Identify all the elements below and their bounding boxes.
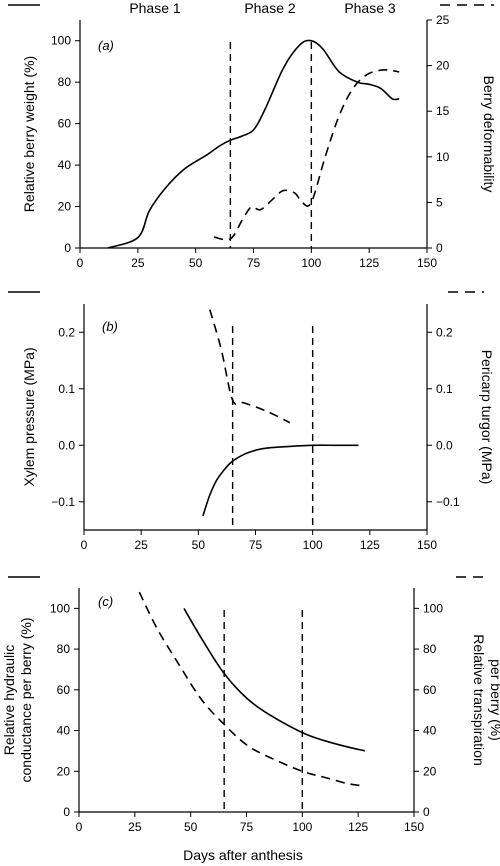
- y-tick-label-left: 0: [63, 805, 70, 819]
- y-tick-label-right: 0.1: [436, 382, 453, 396]
- phase-1-label: Phase 1: [129, 0, 181, 16]
- x-tick-label: 25: [128, 820, 142, 834]
- series-solid-line: [183, 608, 366, 752]
- x-tick-label: 0: [77, 256, 84, 270]
- x-tick-label: 50: [192, 538, 206, 552]
- x-tick-label: 100: [303, 538, 323, 552]
- y-tick-label-right: 0.2: [436, 325, 453, 339]
- y-tick-label-right: 0: [436, 241, 443, 255]
- x-axis-title: Days after anthesis: [183, 847, 303, 863]
- y-tick-label-left: 0.2: [58, 325, 75, 339]
- x-tick-label: 75: [247, 256, 261, 270]
- y-tick-label-right: 100: [423, 601, 443, 615]
- y-tick-label-left: 100: [51, 34, 71, 48]
- panel-b: 0 25 50 75 100 125 150 −0.1 0.0 0.1 0.2 −0.1 0.0 0.1 0…: [21, 304, 495, 552]
- y-axis-title-right: Pericarp turgor (MPa): [479, 350, 495, 485]
- y-tick-label-left: 80: [58, 75, 72, 89]
- y-tick-label-right: 5: [436, 195, 443, 209]
- y-tick-label-right: 80: [423, 642, 437, 656]
- y-tick-label-left: 60: [58, 117, 72, 131]
- series-dashed-line: [209, 309, 291, 424]
- panel-a: 0 25 50 75 100 125 1500204060801000510152025(a…: [21, 13, 497, 270]
- panel-c: 0 25 50 75 100 125 150020406080100020406080100…: [1, 588, 500, 834]
- y-tick-label-right: 20: [423, 764, 437, 778]
- y-tick-label-right: −0.1: [436, 495, 460, 509]
- y-tick-label-right: 15: [436, 104, 450, 118]
- y-tick-label-left: 100: [50, 601, 70, 615]
- y-tick-label-left: 60: [57, 683, 71, 697]
- y-tick-label-left: 40: [57, 724, 71, 738]
- x-tick-label: 0: [81, 538, 88, 552]
- x-tick-label: 75: [249, 538, 263, 552]
- x-tick-label: 50: [189, 256, 203, 270]
- x-tick-label: 50: [184, 820, 198, 834]
- panel-label: (b): [102, 319, 118, 334]
- y-tick-label-right: 0: [423, 805, 430, 819]
- x-tick-label: 125: [360, 538, 380, 552]
- y-tick-label-right: 60: [423, 683, 437, 697]
- series-solid-line: [107, 39, 400, 249]
- y-tick-label-left: −0.1: [51, 495, 75, 509]
- x-tick-label: 25: [131, 256, 145, 270]
- y-tick-label-left: 20: [57, 764, 71, 778]
- x-tick-label: 150: [417, 256, 437, 270]
- x-tick-label: 0: [76, 820, 83, 834]
- y-axis-title-right: per berry (%): [488, 659, 500, 741]
- panel-label: (a): [98, 38, 114, 53]
- y-axis-title-left: Xylem pressure (MPa): [21, 347, 37, 486]
- y-tick-label-right: 10: [436, 150, 450, 164]
- y-tick-label-left: 0.0: [58, 438, 75, 452]
- y-tick-label-left: 0: [64, 241, 71, 255]
- series-dashed-line: [214, 68, 400, 241]
- phase-2-label: Phase 2: [244, 0, 296, 16]
- x-tick-label: 75: [240, 820, 254, 834]
- x-tick-label: 150: [417, 538, 437, 552]
- y-axis-title-right: Relative transpiration: [471, 634, 487, 766]
- x-tick-label: 25: [134, 538, 148, 552]
- y-tick-label-right: 20: [436, 59, 450, 73]
- series-solid-line: [202, 444, 359, 517]
- phase-3-label: Phase 3: [344, 0, 396, 16]
- panel-label: (c): [98, 594, 113, 609]
- y-tick-label-right: 25: [436, 13, 450, 27]
- y-tick-label-left: 80: [57, 642, 71, 656]
- x-tick-label: 100: [292, 820, 312, 834]
- x-tick-label: 100: [301, 256, 321, 270]
- y-tick-label-left: 40: [58, 158, 72, 172]
- x-tick-label: 150: [404, 820, 424, 834]
- y-axis-title-right: Berry deformability: [481, 76, 497, 193]
- x-tick-label: 125: [348, 820, 368, 834]
- y-axis-title-left: Relative hydraulic: [1, 645, 17, 756]
- y-tick-label-left: 0.1: [58, 382, 75, 396]
- y-tick-label-right: 40: [423, 724, 437, 738]
- y-axis-title-left: Relative berry weight (%): [21, 56, 37, 212]
- y-axis-title-left: conductance per berry (%): [18, 618, 34, 783]
- y-tick-label-left: 20: [58, 200, 72, 214]
- y-tick-label-right: 0.0: [436, 438, 453, 452]
- x-tick-label: 125: [359, 256, 379, 270]
- series-dashed-line: [138, 591, 361, 787]
